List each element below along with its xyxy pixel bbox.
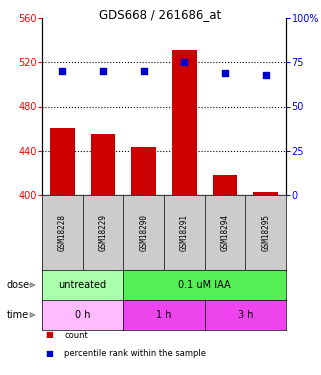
Text: GSM18295: GSM18295 xyxy=(261,214,270,251)
Point xyxy=(60,68,65,74)
Text: GSM18229: GSM18229 xyxy=(99,214,108,251)
Point xyxy=(182,59,187,65)
Text: GSM18291: GSM18291 xyxy=(180,214,189,251)
Text: GSM18228: GSM18228 xyxy=(58,214,67,251)
Text: dose: dose xyxy=(6,280,30,290)
Text: 1 h: 1 h xyxy=(156,310,172,320)
Bar xyxy=(254,192,278,195)
Bar xyxy=(50,128,74,195)
Bar xyxy=(213,175,237,195)
Text: count: count xyxy=(65,330,88,339)
Point xyxy=(141,68,146,74)
Text: GSM18290: GSM18290 xyxy=(139,214,148,251)
Text: percentile rank within the sample: percentile rank within the sample xyxy=(65,349,206,358)
Text: GSM18294: GSM18294 xyxy=(221,214,230,251)
Point xyxy=(263,72,268,78)
Bar xyxy=(172,50,196,195)
Bar xyxy=(132,147,156,195)
Text: untreated: untreated xyxy=(59,280,107,290)
Bar xyxy=(91,134,115,195)
Text: 3 h: 3 h xyxy=(238,310,253,320)
Point xyxy=(222,70,228,76)
Text: 0.1 uM IAA: 0.1 uM IAA xyxy=(178,280,231,290)
Text: ■: ■ xyxy=(45,349,53,358)
Text: ■: ■ xyxy=(45,330,53,339)
Text: time: time xyxy=(6,310,29,320)
Text: GDS668 / 261686_at: GDS668 / 261686_at xyxy=(100,8,221,21)
Text: 0 h: 0 h xyxy=(75,310,91,320)
Point xyxy=(100,68,106,74)
